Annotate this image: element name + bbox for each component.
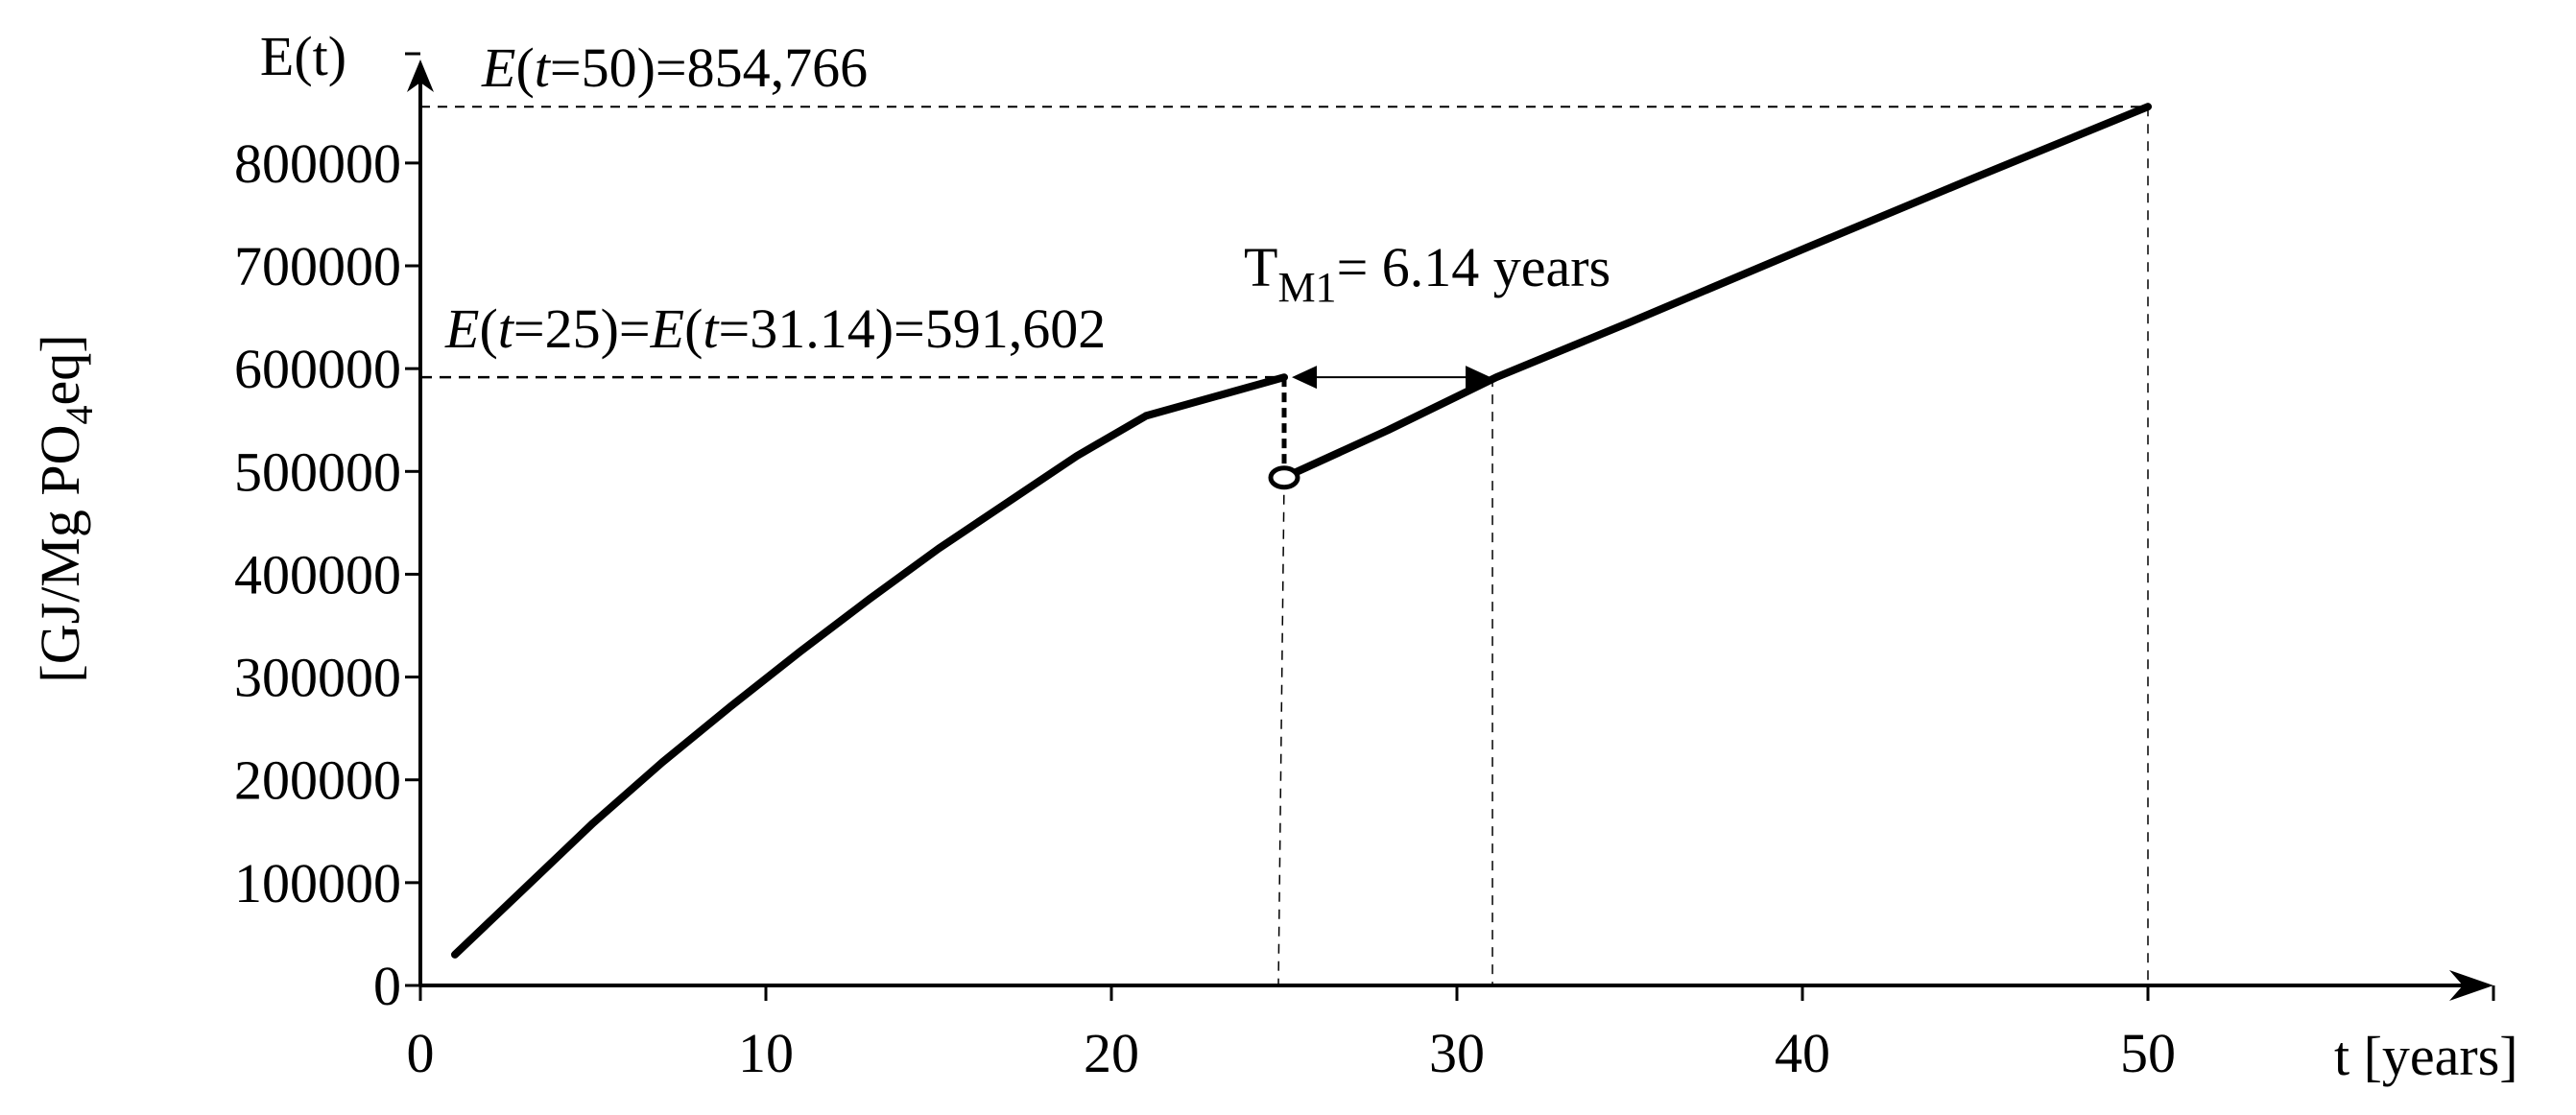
annotation-tm1-rest: = 6.14 years — [1337, 236, 1611, 298]
interval-arrow — [1292, 366, 1491, 390]
annotation-part: ( — [515, 36, 534, 99]
y-ticks: 0 100000 200000 300000 400000 500000 600000 700… — [234, 52, 420, 1017]
y-axis-label-prefix: [GJ/Mg PO — [29, 424, 91, 682]
y-tick-label: 400000 — [234, 543, 401, 605]
open-point-marker — [1268, 465, 1300, 490]
x-tick-label: 30 — [1429, 1022, 1485, 1084]
series-line-1 — [451, 373, 1288, 959]
y-tick-label: 200000 — [234, 749, 401, 812]
interval-arrowhead-right — [1466, 366, 1491, 390]
annotation-part: t — [498, 297, 515, 360]
annotation-part: =50)=854,766 — [550, 36, 868, 99]
series-group — [451, 103, 2152, 959]
x-ticks: 0 10 20 30 40 50 — [407, 985, 2495, 1084]
annotation-tm1: TM1= 6.14 years — [1244, 236, 1610, 311]
y-tick-label: 100000 — [234, 852, 401, 914]
y-axis-label: [GJ/Mg PO4eq] — [29, 334, 101, 682]
x-axis-arrowhead — [2449, 970, 2493, 1001]
y-axis-top-label: E(t) — [260, 25, 346, 87]
x-tick-label: 50 — [2120, 1022, 2176, 1084]
y-tick-label: 0 — [373, 955, 401, 1017]
annotation-part: t — [703, 297, 720, 360]
x-tick-label: 10 — [738, 1022, 794, 1084]
annotation-part: ( — [479, 297, 497, 360]
interval-arrowhead-left — [1292, 366, 1317, 390]
annotation-part: ( — [684, 297, 703, 360]
annotation-part: =25)= — [513, 297, 651, 360]
annotation-tm1-sub: M1 — [1277, 264, 1336, 311]
y-axis-label-suffix: eq] — [29, 334, 91, 405]
annotation-tm1-main: T — [1244, 236, 1277, 298]
x-axis-label: t [years] — [2334, 1025, 2518, 1087]
y-axis-label-sub: 4 — [58, 405, 101, 424]
y-axis-arrowhead — [407, 59, 434, 92]
annotation-e25: E(t=25)=E(t=31.14)=591,602 — [444, 297, 1106, 360]
axes — [407, 59, 2493, 1001]
annotation-e50: E(t=50)=854,766 — [481, 36, 868, 99]
y-tick-label: 700000 — [234, 235, 401, 297]
annotation-part: t — [535, 36, 552, 99]
x-tick-label: 40 — [1775, 1022, 1830, 1084]
x-tick-label: 20 — [1084, 1022, 1139, 1084]
annotation-part: =31.14)=591,602 — [719, 297, 1107, 360]
annotation-part: E — [650, 297, 684, 360]
x-tick-label: 0 — [407, 1022, 435, 1084]
y-tick-label: 500000 — [234, 440, 401, 503]
series-line-2 — [1280, 103, 2152, 482]
annotation-part: E — [444, 297, 479, 360]
y-tick-label: 300000 — [234, 647, 401, 709]
ref-line-t25-vertical — [1277, 477, 1285, 986]
reference-lines — [420, 106, 2149, 986]
y-tick-label: 600000 — [234, 338, 401, 400]
y-tick-label: 800000 — [234, 132, 401, 195]
annotation-part: E — [481, 36, 515, 99]
